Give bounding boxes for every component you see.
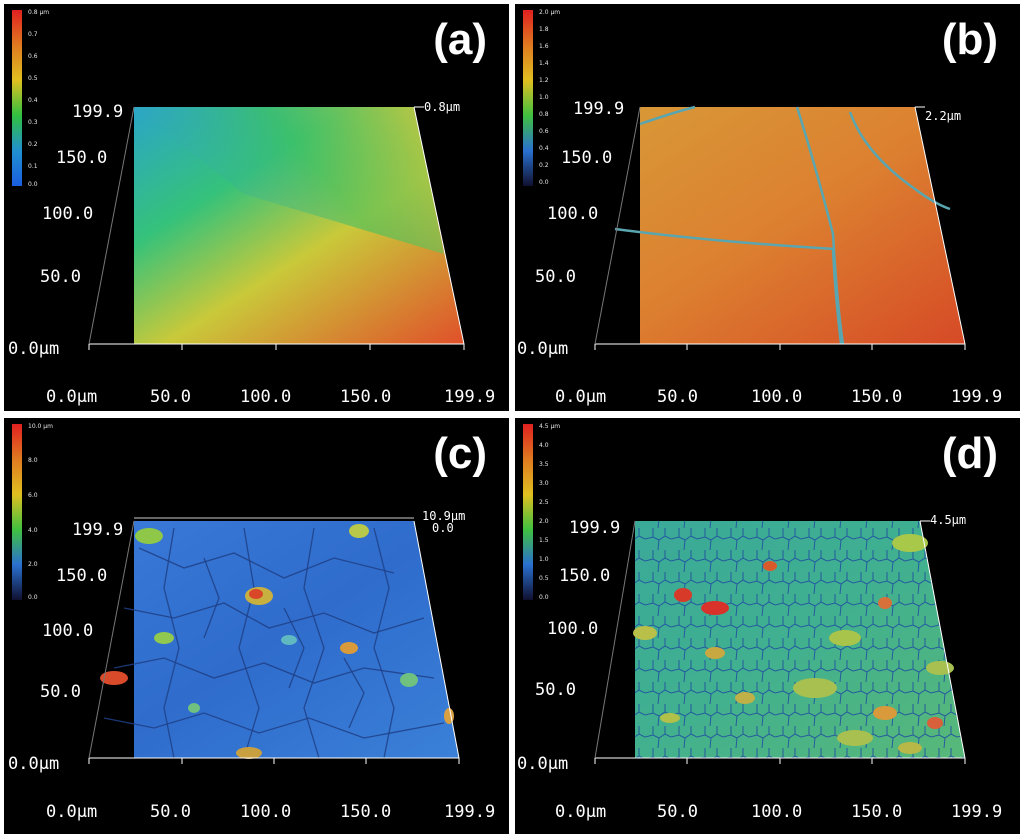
x-tick-label: 0.0µm xyxy=(46,387,98,407)
x-tick-label: 50.0 xyxy=(150,387,191,407)
y-tick-label: 50.0 xyxy=(535,680,576,700)
feature-patches xyxy=(100,524,454,759)
panel-label: (b) xyxy=(941,15,998,64)
colorbar-tick: 4.0 xyxy=(28,527,38,534)
y-tick-label: 50.0 xyxy=(40,267,81,287)
colorbar-tick: 0.1 xyxy=(28,163,38,170)
y-tick-label: 0.0µm xyxy=(517,754,569,774)
colorbar-b xyxy=(523,10,533,186)
x-tick-label: 50.0 xyxy=(657,802,698,822)
colorbar-tick: 3.0 xyxy=(539,480,549,487)
x-tick-label: 150.0 xyxy=(851,387,903,407)
feature-patches xyxy=(633,534,954,754)
colorbar-tick: 1.8 xyxy=(539,26,549,33)
y-tick-label: 0.0µm xyxy=(8,754,60,774)
colorbar-tick: 8.0 xyxy=(28,457,38,464)
x-tick-label: 100.0 xyxy=(751,802,803,822)
panel-label: (a) xyxy=(433,15,487,64)
colorbar-tick: 2.0 xyxy=(539,518,549,525)
colorbar-tick: 0.0 xyxy=(539,594,549,601)
x-tick-label: 199.9 xyxy=(951,387,1003,407)
x-tick-label: 100.0 xyxy=(240,387,292,407)
x-tick-label: 0.0µm xyxy=(555,387,607,407)
x-tick-label: 150.0 xyxy=(340,387,392,407)
x-tick-label: 199.9 xyxy=(444,387,496,407)
colorbar-tick: 0.0 xyxy=(28,181,38,188)
colorbar-tick: 0.0 xyxy=(539,179,549,186)
colorbar-tick: 1.0 xyxy=(539,94,549,101)
colorbar-tick: 1.5 xyxy=(539,537,549,544)
x-tick-label: 199.9 xyxy=(951,802,1003,822)
colorbar-tick: 0.8 xyxy=(539,111,549,118)
colorbar-d xyxy=(523,424,533,600)
colorbar-a xyxy=(12,10,22,186)
y-tick-label: 199.9 xyxy=(569,518,621,538)
y-tick-label: 100.0 xyxy=(547,619,599,639)
panel-label: (d) xyxy=(941,429,998,478)
colorbar-tick: 2.0 xyxy=(28,561,38,568)
y-tick-label: 199.9 xyxy=(573,99,625,119)
panel-c: 10.0 µm 8.0 6.0 4.0 2.0 0.0 (c) 10.9µm 0… xyxy=(4,418,509,834)
panel-b: 2.0 µm 1.8 1.6 1.4 1.2 1.0 0.8 0.6 0.4 0… xyxy=(515,4,1020,411)
z-max-label: 4.5µm xyxy=(930,513,967,527)
surface-map-b xyxy=(594,105,966,350)
colorbar-tick: 3.5 xyxy=(539,461,549,468)
z-min-label: 0.0 xyxy=(432,521,454,535)
colorbar-tick: 0.6 xyxy=(539,128,549,135)
colorbar-tick: 0.2 xyxy=(28,141,38,148)
x-tick-label: 0.0µm xyxy=(555,802,607,822)
colorbar-tick: 0.7 xyxy=(28,31,38,38)
colorbar-tick: 2.0 µm xyxy=(539,9,561,16)
x-tick-label: 150.0 xyxy=(851,802,903,822)
x-tick-label: 50.0 xyxy=(150,802,191,822)
colorbar-tick: 0.5 xyxy=(539,575,549,582)
y-tick-label: 150.0 xyxy=(559,566,611,586)
y-tick-label: 50.0 xyxy=(40,682,81,702)
z-max-label: 0.8µm xyxy=(424,100,461,114)
y-tick-label: 150.0 xyxy=(56,566,108,586)
colorbar-tick: 0.4 xyxy=(28,97,38,104)
z-max-label: 10.9µm xyxy=(422,509,466,523)
colorbar-tick: 1.0 xyxy=(539,556,549,563)
colorbar-tick: 0.3 xyxy=(28,119,38,126)
colorbar-tick: 1.4 xyxy=(539,60,549,67)
x-tick-label: 0.0µm xyxy=(46,802,98,822)
x-tick-label: 100.0 xyxy=(751,387,803,407)
y-tick-label: 150.0 xyxy=(56,148,108,168)
surface-map-d xyxy=(594,520,966,764)
colorbar-tick: 1.2 xyxy=(539,77,549,84)
panel-label: (c) xyxy=(433,429,487,478)
colorbar-tick: 0.2 xyxy=(539,162,549,169)
y-tick-label: 50.0 xyxy=(535,267,576,287)
surface-map-a xyxy=(88,106,465,350)
colorbar-c xyxy=(12,424,22,600)
colorbar-tick: 1.6 xyxy=(539,43,549,50)
y-tick-label: 0.0µm xyxy=(8,339,60,359)
x-tick-label: 100.0 xyxy=(240,802,292,822)
x-tick-label: 150.0 xyxy=(340,802,392,822)
y-tick-label: 100.0 xyxy=(547,204,599,224)
colorbar-tick: 0.5 xyxy=(28,75,38,82)
y-tick-label: 100.0 xyxy=(42,204,94,224)
colorbar-tick: 0.6 xyxy=(28,53,38,60)
y-tick-label: 0.0µm xyxy=(517,339,569,359)
panel-a: 0.8 µm 0.7 0.6 0.5 0.4 0.3 0.2 0.1 0.0 (… xyxy=(4,4,509,411)
colorbar-tick: 10.0 µm xyxy=(28,423,53,430)
colorbar-tick: 0.8 µm xyxy=(28,9,50,16)
y-tick-label: 199.9 xyxy=(72,520,124,540)
y-tick-label: 100.0 xyxy=(42,621,94,641)
colorbar-tick: 4.0 xyxy=(539,442,549,449)
colorbar-tick: 4.5 µm xyxy=(539,423,561,430)
x-tick-label: 199.9 xyxy=(444,802,496,822)
x-tick-label: 50.0 xyxy=(657,387,698,407)
colorbar-tick: 0.4 xyxy=(539,145,549,152)
surface-map-c xyxy=(88,517,460,764)
y-tick-label: 199.9 xyxy=(72,102,124,122)
y-tick-label: 150.0 xyxy=(561,148,613,168)
colorbar-tick: 0.0 xyxy=(28,594,38,601)
colorbar-tick: 6.0 xyxy=(28,492,38,499)
colorbar-tick: 2.5 xyxy=(539,499,549,506)
panel-d: 4.5 µm 4.0 3.5 3.0 2.5 2.0 1.5 1.0 0.5 0… xyxy=(515,418,1020,834)
z-max-label: 2.2µm xyxy=(925,109,962,123)
